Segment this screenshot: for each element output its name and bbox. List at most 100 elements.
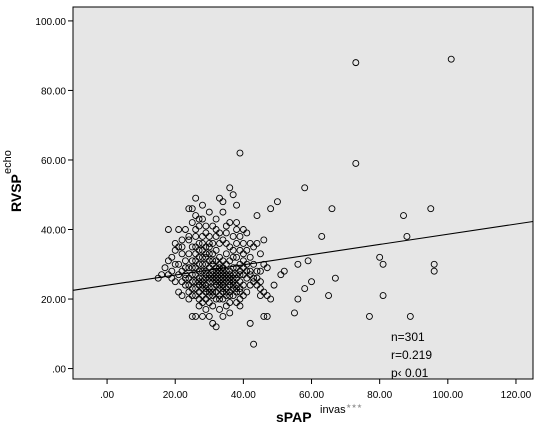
data-point [291, 309, 298, 317]
data-point [168, 253, 176, 261]
data-point [181, 226, 189, 233]
data-point [294, 295, 302, 303]
x-axis-title-superscript: invas [320, 404, 346, 416]
data-point [219, 208, 227, 216]
data-point [185, 233, 193, 240]
data-point [250, 260, 258, 268]
x-tick-label: 80.00 [367, 390, 392, 401]
data-point [233, 239, 241, 247]
data-point [212, 246, 220, 254]
data-point [192, 312, 200, 320]
data-point [209, 288, 217, 296]
data-point [447, 55, 455, 63]
y-axis-title: RVSP [8, 174, 24, 212]
data-point [331, 274, 339, 282]
data-point [212, 323, 220, 331]
data-point [205, 250, 213, 258]
data-point [161, 264, 169, 272]
data-point [171, 260, 179, 268]
data-point [263, 312, 271, 320]
data-point [185, 205, 193, 213]
x-tick-label: 40.00 [231, 390, 256, 401]
data-point [403, 233, 411, 240]
data-point [216, 295, 223, 303]
data-point [273, 198, 281, 206]
data-point [250, 340, 258, 348]
data-point [175, 260, 183, 268]
data-point [209, 302, 217, 310]
data-point [219, 312, 227, 320]
data-point [267, 205, 275, 213]
data-point [185, 281, 193, 289]
data-point [181, 264, 189, 272]
data-point [209, 222, 217, 230]
data-point [430, 267, 438, 275]
data-point [178, 243, 186, 251]
data-point [256, 267, 264, 275]
data-point [175, 271, 183, 279]
y-axis-title-superscript: echo [2, 150, 14, 174]
watermark: ★★★ [346, 403, 362, 410]
data-point [239, 239, 247, 247]
x-tick-label: 20.00 [163, 390, 188, 401]
data-point [219, 198, 227, 206]
data-point [219, 236, 227, 244]
y-tick-label: 40.00 [41, 226, 66, 237]
data-point [202, 222, 210, 230]
data-point [212, 215, 220, 223]
data-point [277, 271, 285, 279]
data-point [229, 191, 237, 199]
data-point [178, 250, 186, 258]
data-point [181, 257, 189, 265]
data-point [243, 229, 251, 237]
data-point [253, 212, 261, 220]
data-point [164, 271, 172, 279]
data-point [171, 278, 179, 286]
x-axis-ticks: .00 20.00 40.00 60.00 80.00 100.00 120.00 [100, 379, 532, 401]
data-point [188, 257, 196, 265]
y-tick-label: 80.00 [41, 86, 66, 97]
data-point [400, 212, 407, 220]
data-point [226, 309, 234, 317]
data-point [195, 253, 203, 261]
data-point [256, 250, 264, 258]
data-point [175, 243, 183, 251]
data-point [243, 246, 251, 254]
data-point [185, 274, 193, 282]
data-point [243, 288, 251, 296]
data-point [188, 312, 196, 320]
data-point [226, 243, 234, 251]
data-point [233, 201, 241, 209]
data-point [199, 312, 206, 320]
y-tick-label: .00 [52, 365, 66, 376]
x-axis-title: sPAP [276, 409, 312, 425]
data-point [209, 257, 217, 265]
data-point [199, 239, 206, 247]
x-tick-label: .00 [100, 390, 114, 401]
data-point [226, 292, 234, 300]
data-point [195, 267, 203, 275]
data-point [376, 253, 384, 261]
data-point [192, 233, 200, 240]
data-point [304, 257, 312, 265]
annotation-r: r=0.219 [391, 348, 432, 362]
data-point [175, 226, 183, 233]
data-point [260, 312, 268, 320]
data-point [205, 208, 213, 216]
data-point [164, 226, 172, 233]
regression-line [72, 220, 534, 291]
data-point [233, 253, 241, 261]
data-point [175, 288, 183, 296]
data-point [222, 229, 230, 237]
data-point [239, 257, 247, 265]
data-point [236, 246, 244, 254]
data-point [294, 260, 302, 268]
data-point [236, 149, 244, 157]
data-point [188, 243, 196, 251]
plot-area [72, 6, 534, 380]
data-point [328, 205, 336, 213]
y-tick-label: 100.00 [35, 17, 66, 28]
annotation-p: p‹ 0.01 [391, 366, 429, 380]
data-point [318, 233, 326, 240]
